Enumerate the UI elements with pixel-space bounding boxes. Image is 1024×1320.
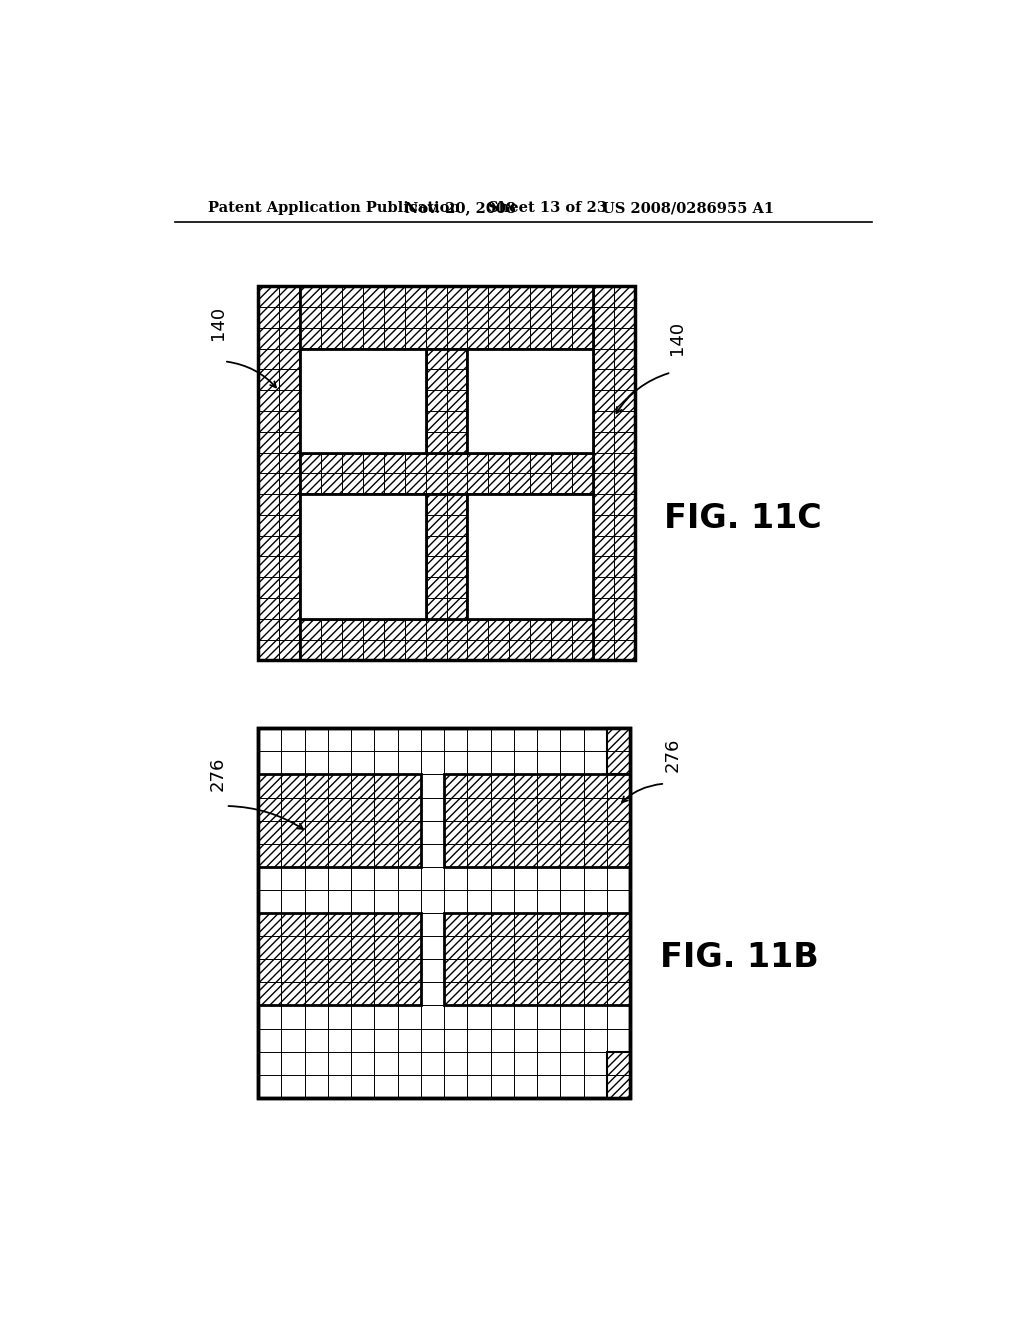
- Bar: [426, 494, 467, 619]
- Text: Nov. 20, 2008: Nov. 20, 2008: [406, 202, 516, 215]
- Text: Sheet 13 of 23: Sheet 13 of 23: [488, 202, 607, 215]
- Bar: [300, 494, 426, 619]
- Bar: [444, 913, 630, 1006]
- Text: Patent Application Publication: Patent Application Publication: [208, 202, 460, 215]
- Bar: [258, 775, 421, 867]
- Bar: [607, 1052, 630, 1098]
- Bar: [300, 348, 426, 453]
- Bar: [467, 494, 593, 619]
- Bar: [593, 286, 635, 660]
- Bar: [258, 729, 630, 1098]
- Text: FIG. 11C: FIG. 11C: [665, 502, 822, 535]
- Text: 276: 276: [664, 738, 682, 772]
- Bar: [607, 729, 630, 775]
- Bar: [467, 348, 593, 453]
- Bar: [258, 729, 630, 1098]
- Bar: [444, 775, 630, 867]
- Bar: [300, 453, 593, 494]
- Text: FIG. 11B: FIG. 11B: [659, 941, 818, 974]
- Text: 276: 276: [209, 756, 227, 791]
- Text: 140: 140: [209, 306, 227, 339]
- Bar: [426, 348, 467, 453]
- Bar: [300, 286, 593, 348]
- Bar: [258, 913, 421, 1006]
- Text: 140: 140: [669, 321, 686, 355]
- Bar: [258, 286, 635, 660]
- Bar: [300, 619, 593, 660]
- Text: US 2008/0286955 A1: US 2008/0286955 A1: [602, 202, 774, 215]
- Bar: [258, 286, 300, 660]
